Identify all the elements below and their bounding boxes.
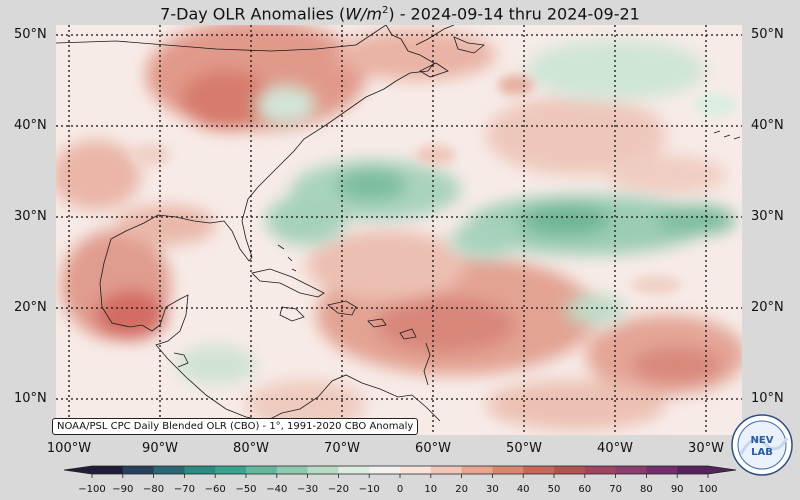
colorbar-tick-label: 30 — [486, 484, 499, 495]
lon-label-50w: 50°W — [506, 441, 542, 456]
anomaly-map-canvas — [56, 25, 742, 435]
nevlab-logo-graphic: NEV LAB — [731, 414, 793, 476]
colorbar-segment — [492, 466, 524, 474]
colorbar-tick-label: 90 — [670, 484, 684, 495]
colorbar-max-arrow — [708, 466, 736, 474]
colorbar-segment — [153, 466, 185, 474]
lat-label-30n-left: 30°N — [14, 209, 47, 224]
colorbar-tick-label: −90 — [112, 484, 134, 495]
colorbar-segment — [184, 466, 216, 474]
lat-label-50n-left: 50°N — [14, 27, 47, 42]
lon-label-80w: 80°W — [233, 441, 269, 456]
colorbar-segment — [615, 466, 647, 474]
colorbar-tick-label: 60 — [578, 484, 592, 495]
colorbar-tick-label: −40 — [266, 484, 288, 495]
logo-text-top: NEV — [751, 435, 774, 446]
lat-label-20n-right: 20°N — [751, 300, 784, 315]
anomaly-map — [56, 25, 742, 435]
data-attribution: NOAA/PSL CPC Daily Blended OLR (CBO) - 1… — [52, 418, 419, 435]
lat-label-10n-left: 10°N — [14, 391, 47, 406]
lat-label-40n-left: 40°N — [14, 118, 47, 133]
colorbar-tick-label: −50 — [235, 484, 257, 495]
lon-label-90w: 90°W — [142, 441, 178, 456]
colorbar-segment — [584, 466, 617, 474]
colorbar-tick-label: 20 — [455, 484, 468, 495]
colorbar-tick-label: 100 — [698, 484, 718, 495]
colorbar-segment — [276, 466, 309, 474]
lon-label-30w: 30°W — [688, 441, 724, 456]
colorbar-segment — [646, 466, 678, 474]
colorbar-min-arrow — [64, 466, 92, 474]
nevlab-logo: NEV LAB — [731, 414, 793, 476]
colorbar-segment — [246, 466, 278, 474]
colorbar-segment — [92, 466, 124, 474]
colorbar-tick-label: 80 — [640, 484, 653, 495]
lat-label-20n-left: 20°N — [14, 300, 47, 315]
fine-anomaly-texture — [131, 75, 738, 295]
colorbar-segment — [122, 466, 155, 474]
colorbar-tick-label: −30 — [297, 484, 319, 495]
colorbar: −100 −90 −80 −70 −60 −50 −40 −30 −20 −10 0 10 20 30 40… — [60, 462, 740, 500]
lon-label-70w: 70°W — [324, 441, 360, 456]
logo-text-bottom: LAB — [751, 447, 773, 458]
colorbar-segment — [215, 466, 247, 474]
colorbar-segment — [400, 466, 432, 474]
lon-label-60w: 60°W — [415, 441, 451, 456]
lat-label-10n-right: 10°N — [751, 391, 784, 406]
colorbar-tick-label: −60 — [204, 484, 226, 495]
title-unit: W/m — [345, 4, 382, 24]
lon-label-100w: 100°W — [46, 441, 92, 456]
colorbar-tick-label: −70 — [173, 484, 195, 495]
lat-label-40n-right: 40°N — [751, 118, 784, 133]
colorbar-tick-label: 70 — [609, 484, 622, 495]
title-unit-exponent: 2 — [381, 5, 389, 16]
title-suffix: ) - 2024-09-14 thru 2024-09-21 — [388, 4, 640, 24]
colorbar-tick-label: −10 — [358, 484, 380, 495]
colorbar-segment — [307, 466, 339, 474]
lat-label-50n-right: 50°N — [751, 27, 784, 42]
colorbar-tick-label: −80 — [143, 484, 165, 495]
colorbar-tick-label: 40 — [516, 484, 530, 495]
colorbar-segment — [430, 466, 463, 474]
colorbar-segment — [523, 466, 555, 474]
colorbar-segment — [461, 466, 493, 474]
lon-label-40w: 40°W — [597, 441, 633, 456]
colorbar-tick-label: 10 — [424, 484, 438, 495]
colorbar-segment — [338, 466, 370, 474]
graticule — [56, 25, 742, 435]
colorbar-tick-label: −20 — [327, 484, 349, 495]
colorbar-tick-label: 50 — [547, 484, 561, 495]
map-title: 7-Day OLR Anomalies (W/m2) - 2024-09-14 … — [0, 0, 800, 24]
colorbar-segment — [369, 466, 401, 474]
negative-anomaly-regions — [176, 40, 736, 385]
colorbar-segment — [677, 466, 709, 474]
lat-label-30n-right: 30°N — [751, 209, 784, 224]
colorbar-segment — [554, 466, 586, 474]
title-prefix: 7-Day OLR Anomalies ( — [160, 4, 346, 24]
positive-anomaly-regions — [56, 25, 742, 430]
colorbar-tick-label: −100 — [78, 484, 106, 495]
colorbar-tick-label: 0 — [396, 484, 404, 495]
colorbar-scale — [63, 465, 737, 478]
